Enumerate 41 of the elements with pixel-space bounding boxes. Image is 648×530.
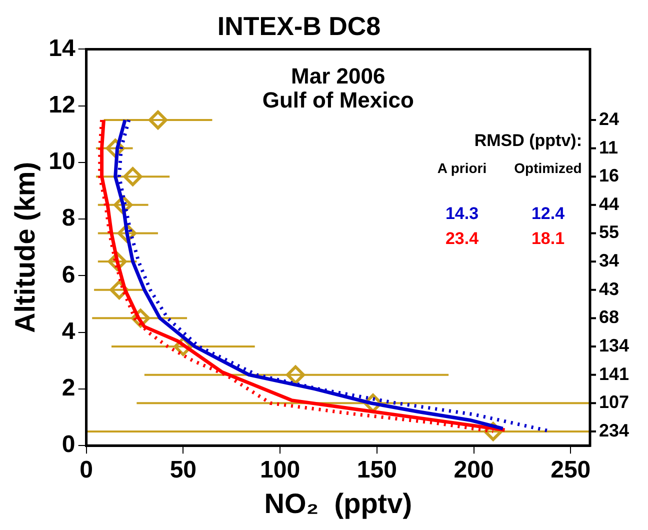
- y-tick-label: 14: [48, 34, 76, 62]
- y-tick-label: 0: [62, 431, 76, 458]
- point: [123, 167, 142, 186]
- text: 234: [599, 420, 630, 440]
- x-tick-label: 250: [550, 456, 591, 484]
- point: [286, 365, 306, 384]
- text: 134: [599, 335, 630, 356]
- y-tick-label: 4: [62, 318, 76, 345]
- y-tick-label: 2: [62, 374, 76, 402]
- text: 68: [599, 307, 620, 328]
- annotation: Optimized: [514, 160, 582, 176]
- annotation: 12.4: [531, 204, 566, 223]
- annotation: RMSD (pptv):: [474, 130, 582, 150]
- y-tick-label: 6: [62, 261, 76, 288]
- point: [148, 110, 168, 130]
- text: 43: [599, 278, 620, 299]
- annotation: 18.1: [531, 228, 565, 248]
- text: 11: [599, 137, 618, 158]
- annotation: A priori: [437, 160, 487, 176]
- annotation: 14.3: [445, 204, 479, 223]
- x-tick-label: 200: [454, 456, 494, 484]
- y-tick-label: 10: [48, 148, 76, 176]
- annotation: Mar 2006: [291, 63, 386, 88]
- x-axis-title: NO₂ (pptv): [264, 488, 412, 519]
- text: 44: [599, 194, 620, 214]
- text: 34: [599, 250, 620, 271]
- x-tick-label: 50: [170, 456, 197, 484]
- x-tick-label: 150: [356, 456, 397, 484]
- text: 107: [599, 392, 630, 412]
- x-tick-label: 0: [80, 456, 93, 484]
- text: 141: [599, 364, 630, 384]
- text: 55: [599, 222, 620, 242]
- y-tick-label: 8: [62, 204, 76, 232]
- text: 24: [599, 108, 620, 129]
- text: 16: [599, 166, 620, 186]
- y-axis-title: Altitude (km): [10, 162, 41, 333]
- annotation: Gulf of Mexico: [262, 87, 414, 112]
- x-tick-label: 100: [260, 456, 300, 484]
- y-tick-label: 12: [48, 91, 76, 118]
- chart-title: INTEX-B DC8: [217, 10, 381, 41]
- annotation: 23.4: [445, 228, 480, 248]
